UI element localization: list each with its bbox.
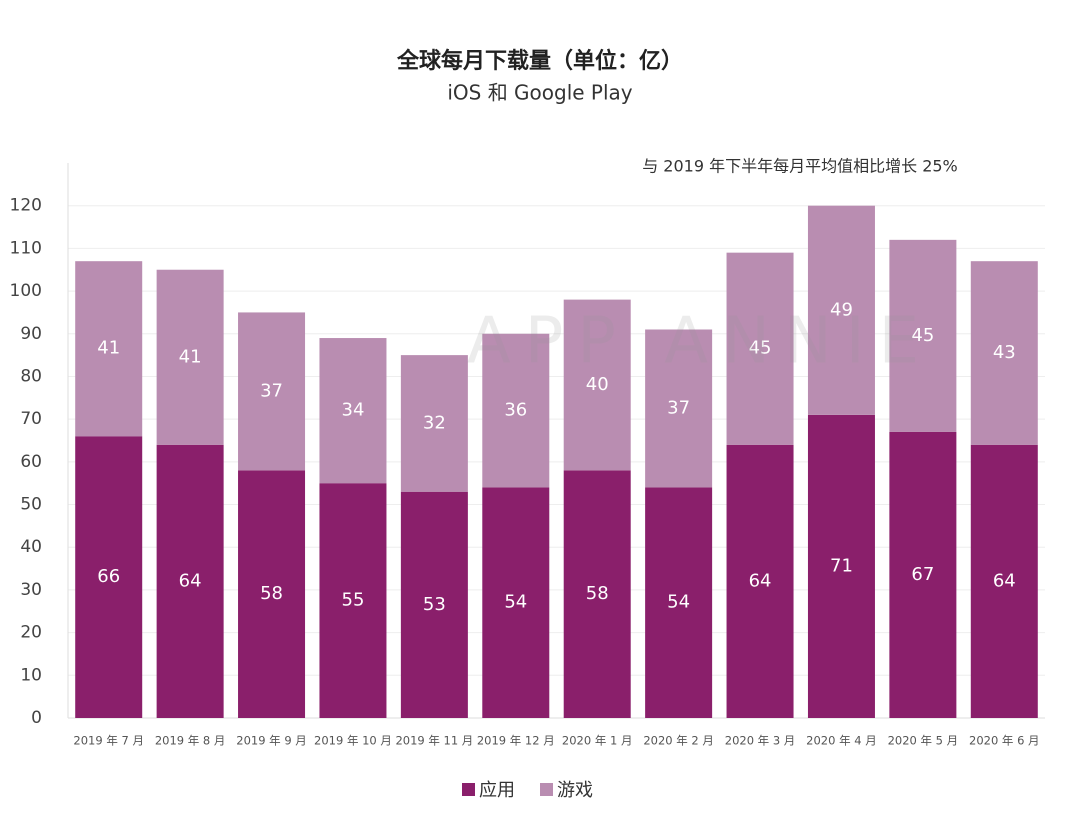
value-label: 64 xyxy=(749,570,772,591)
x-tick-label: 2019 年 9 月 xyxy=(236,734,307,748)
value-label: 45 xyxy=(911,325,934,346)
bar-segment xyxy=(807,414,875,718)
chart-subtitle: iOS 和 Google Play xyxy=(447,81,632,105)
bar-segment xyxy=(563,470,631,718)
bar-segment xyxy=(319,338,387,484)
bar-segment xyxy=(238,312,306,471)
y-tick-label: 120 xyxy=(10,196,42,216)
x-tick-label: 2020 年 5 月 xyxy=(888,734,959,748)
bar-segment xyxy=(75,436,143,718)
legend-swatch xyxy=(540,783,553,796)
y-tick-label: 20 xyxy=(20,623,42,643)
bar-segment xyxy=(889,431,957,718)
value-label: 58 xyxy=(586,583,609,604)
value-label: 40 xyxy=(586,374,609,395)
value-label: 49 xyxy=(830,299,853,320)
value-label: 66 xyxy=(97,566,120,587)
x-tick-label: 2020 年 4 月 xyxy=(806,734,877,748)
bar-segment xyxy=(238,470,306,718)
chart-title: 全球每月下载量（单位：亿） xyxy=(396,48,683,74)
value-label: 58 xyxy=(260,583,283,604)
bar-segment xyxy=(726,252,794,445)
value-label: 64 xyxy=(179,570,202,591)
value-label: 55 xyxy=(342,590,365,611)
watermark: APP ANNIE xyxy=(467,305,933,379)
legend-swatch xyxy=(462,783,475,796)
y-tick-label: 10 xyxy=(20,665,42,685)
y-tick-label: 90 xyxy=(20,324,42,344)
value-label: 37 xyxy=(260,380,283,401)
value-label: 45 xyxy=(749,338,772,359)
bar-segment xyxy=(75,261,143,437)
value-label: 67 xyxy=(911,564,934,585)
x-tick-label: 2020 年 2 月 xyxy=(643,734,714,748)
value-label: 64 xyxy=(993,570,1016,591)
value-label: 32 xyxy=(423,412,446,433)
value-label: 34 xyxy=(342,400,365,421)
bar-segment xyxy=(807,205,875,415)
y-tick-label: 100 xyxy=(10,281,42,301)
y-tick-label: 70 xyxy=(20,409,42,429)
x-tick-label: 2019 年 12 月 xyxy=(477,734,555,748)
bar-segment xyxy=(156,269,224,445)
value-label: 54 xyxy=(504,592,527,613)
bar-segment xyxy=(970,444,1038,718)
legend-label: 应用 xyxy=(479,780,515,801)
y-tick-label: 0 xyxy=(31,708,42,728)
bar-segment xyxy=(645,487,713,718)
bar-segment xyxy=(319,483,387,718)
value-label: 41 xyxy=(179,346,202,367)
value-label: 36 xyxy=(504,400,527,421)
y-tick-label: 60 xyxy=(20,452,42,472)
bar-segment xyxy=(156,444,224,718)
y-tick-label: 50 xyxy=(20,495,42,515)
annotation: 与 2019 年下半年每月平均值相比增长 25% xyxy=(642,157,958,176)
bar-segment xyxy=(889,239,957,432)
bar-segment xyxy=(400,355,468,492)
x-tick-label: 2019 年 10 月 xyxy=(314,734,392,748)
y-tick-label: 110 xyxy=(10,238,42,258)
bar-segment xyxy=(726,444,794,718)
legend-label: 游戏 xyxy=(557,780,593,801)
value-label: 54 xyxy=(667,592,690,613)
value-label: 71 xyxy=(830,555,853,576)
value-label: 37 xyxy=(667,397,690,418)
x-tick-label: 2020 年 6 月 xyxy=(969,734,1040,748)
x-tick-label: 2019 年 7 月 xyxy=(73,734,144,748)
value-label: 43 xyxy=(993,342,1016,363)
bar-segment xyxy=(645,329,713,488)
value-label: 41 xyxy=(97,338,120,359)
x-tick-label: 2019 年 8 月 xyxy=(155,734,226,748)
x-tick-label: 2019 年 11 月 xyxy=(395,734,473,748)
bar-segment xyxy=(970,261,1038,445)
bar-segment xyxy=(482,487,550,718)
y-tick-label: 30 xyxy=(20,580,42,600)
y-tick-label: 80 xyxy=(20,366,42,386)
x-tick-label: 2020 年 1 月 xyxy=(562,734,633,748)
value-label: 53 xyxy=(423,594,446,615)
bar-segment xyxy=(563,299,631,471)
bar-segment xyxy=(482,333,550,488)
x-tick-label: 2020 年 3 月 xyxy=(725,734,796,748)
y-tick-label: 40 xyxy=(20,537,42,557)
bar-segment xyxy=(400,491,468,718)
